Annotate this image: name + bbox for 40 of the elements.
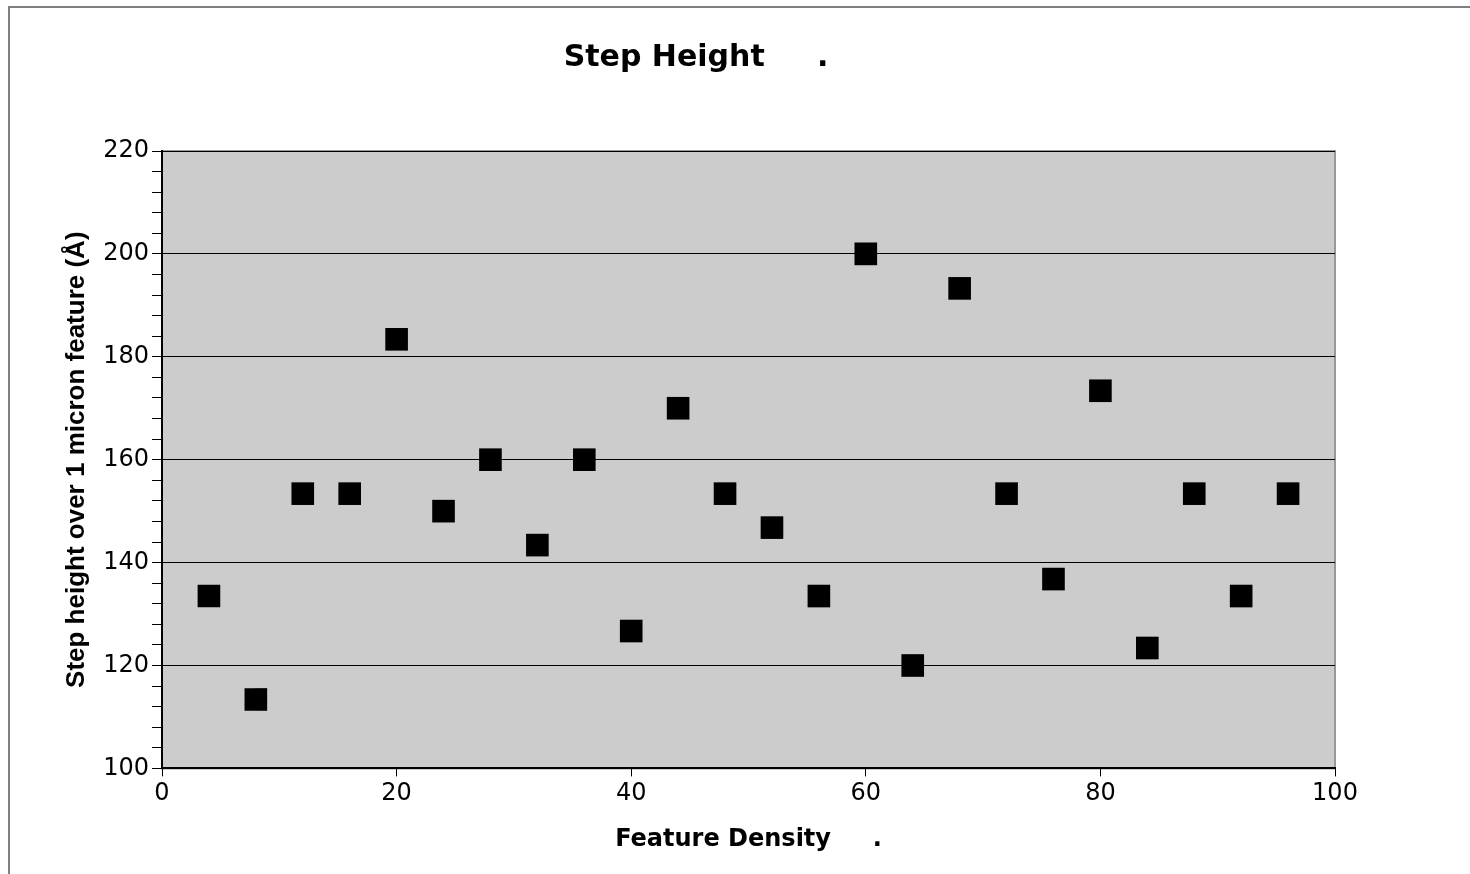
x-tick-label: 20 (381, 778, 412, 807)
point (572, 448, 596, 472)
point (1229, 584, 1253, 608)
x-tick-label: 60 (850, 778, 882, 807)
point (619, 619, 643, 643)
point (1276, 482, 1300, 505)
y-tick-label: 100 (103, 752, 150, 781)
chart-title: Step Height . (563, 37, 829, 73)
point (760, 516, 784, 539)
point (1136, 636, 1159, 660)
point (666, 396, 690, 420)
y-tick-label: 200 (103, 238, 150, 267)
point (1182, 482, 1206, 505)
x-tick-label: 40 (615, 778, 647, 807)
point (713, 482, 737, 505)
y-tick-label: 220 (103, 135, 150, 164)
y-tick-label: 120 (103, 649, 150, 678)
y-axis-title: Step height over 1 micron feature (Å) (59, 231, 90, 688)
point (1042, 567, 1065, 591)
point (995, 482, 1018, 505)
point (479, 448, 502, 472)
point (901, 654, 925, 677)
point (197, 584, 221, 608)
y-tick-label: 180 (103, 341, 150, 370)
point (526, 533, 549, 557)
point (807, 584, 831, 608)
x-tick-label: 80 (1085, 778, 1116, 807)
x-axis-title: Feature Density . (615, 823, 882, 852)
point (385, 327, 408, 351)
point (1089, 379, 1112, 403)
point (291, 482, 315, 505)
y-tick-label: 140 (103, 546, 150, 575)
point (854, 242, 878, 266)
x-tick-label: 100 (1312, 778, 1358, 807)
point (432, 499, 455, 523)
point (338, 482, 361, 505)
y-tick-label: 160 (103, 443, 150, 472)
x-tick-label: 0 (154, 778, 170, 807)
point (948, 277, 971, 300)
point (244, 688, 268, 711)
